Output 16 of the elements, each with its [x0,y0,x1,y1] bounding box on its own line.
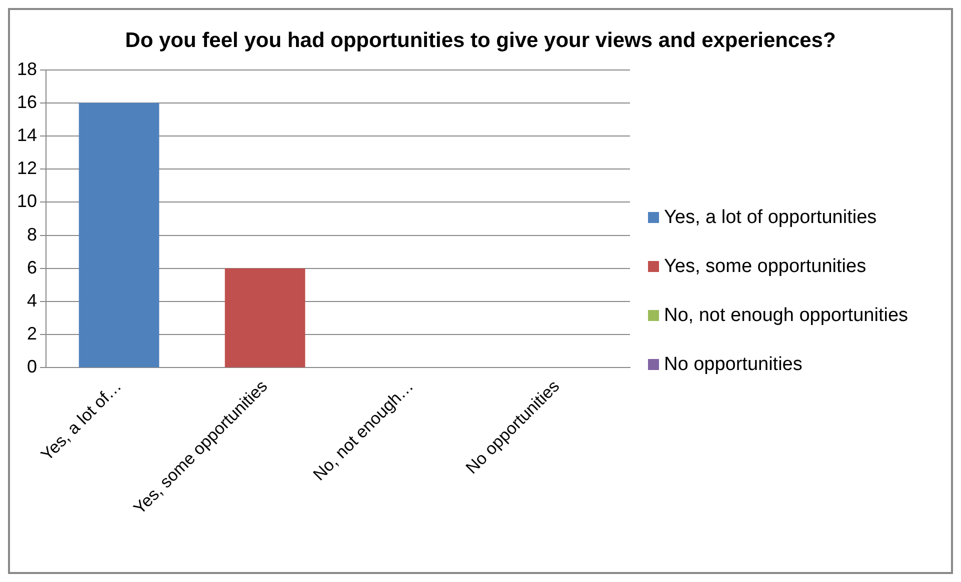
y-tick-label: 6 [27,257,38,278]
y-tick-label: 14 [16,124,38,145]
legend-label: No opportunities [664,353,802,376]
y-tick-label: 4 [27,290,38,310]
y-tick-label: 0 [27,356,38,377]
y-tick-label: 12 [16,158,38,178]
legend-label: No, not enough opportunities [664,304,908,327]
y-tick-label: 18 [16,58,38,79]
legend-label: Yes, some opportunities [664,255,866,278]
y-tick-label: 2 [27,324,38,344]
chart-title: Do you feel you had opportunities to give your views and experiences? [124,28,837,54]
legend-label: Yes, a lot of opportunities [664,206,877,229]
x-tick-label: Yes, a lot of… [37,376,126,464]
y-tick-label: 10 [16,191,38,212]
y-tick-label: 8 [27,224,38,244]
y-tick-label: 16 [16,92,38,112]
